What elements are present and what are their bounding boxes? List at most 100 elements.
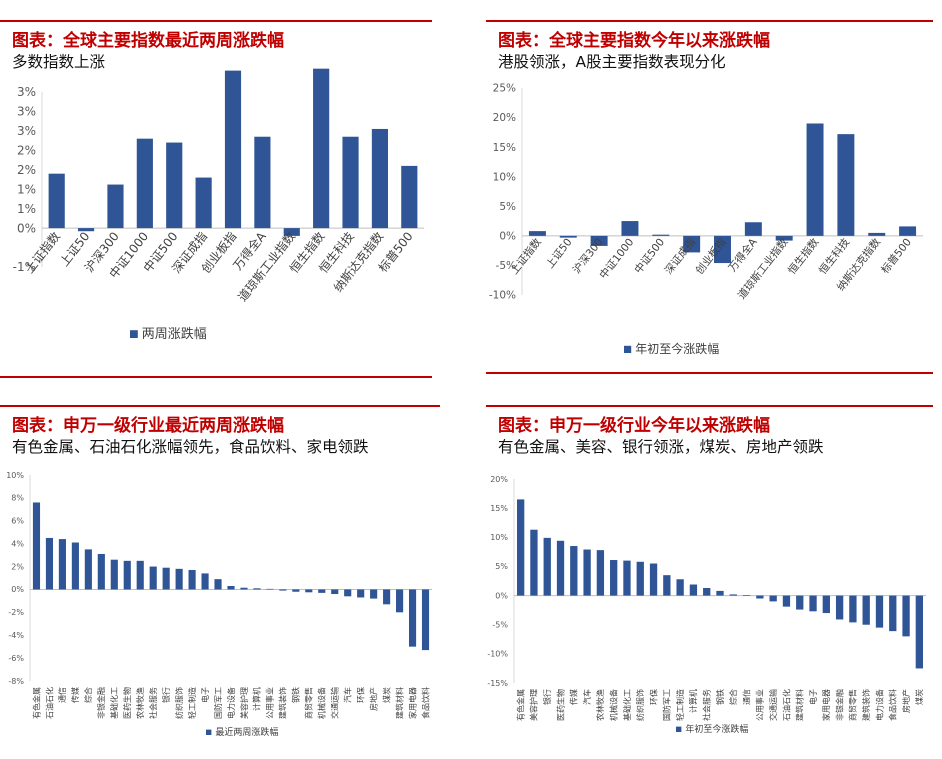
legend-swatch [624, 345, 632, 353]
bar [421, 589, 430, 651]
bar [775, 235, 793, 241]
category-label: 机械设备 [317, 687, 327, 719]
bar [683, 235, 701, 253]
panel-industry-ytd: 图表：申万一级行业今年以来涨跌幅 有色金属、美容、银行领涨，煤炭、房地产领跌 -… [486, 405, 933, 759]
bar [796, 595, 804, 610]
category-label: 恒生指数 [785, 235, 821, 276]
y-tick-label: 3% [17, 105, 36, 119]
bar [214, 579, 222, 590]
category-label: 建筑装饰 [278, 687, 288, 719]
bar [107, 184, 124, 229]
bar [97, 553, 105, 590]
category-label: 标普500 [878, 236, 914, 276]
y-tick-label: 6% [11, 517, 24, 526]
category-label: 电力设备 [874, 689, 884, 721]
category-label: 传媒 [569, 689, 579, 705]
y-tick-label: 1% [17, 182, 36, 196]
category-label: 银行 [161, 687, 171, 703]
bar [342, 136, 359, 229]
y-tick-label: 3% [17, 124, 36, 138]
bar [769, 595, 777, 602]
y-tick-label: -10% [487, 650, 508, 659]
y-tick-label: -1% [13, 260, 36, 274]
bar [756, 595, 764, 599]
bar [401, 165, 418, 229]
category-label: 机械设备 [608, 689, 618, 721]
y-tick-label: 4% [11, 539, 24, 548]
category-label: 计算机 [688, 689, 698, 713]
category-label: 家用电器 [821, 689, 831, 721]
bar [32, 502, 41, 590]
y-tick-label: -5% [496, 260, 516, 272]
y-tick-label: 20% [493, 112, 516, 124]
category-label: 电子 [200, 687, 210, 703]
bar [543, 537, 551, 596]
category-label: 有色金属 [515, 689, 525, 721]
category-label: 纺织服饰 [635, 689, 645, 721]
bar [703, 587, 711, 596]
y-tick-label: -6% [8, 654, 24, 663]
bar [889, 595, 897, 632]
bar [875, 595, 884, 628]
bar [166, 142, 183, 229]
y-tick-label: -8% [8, 677, 24, 686]
bar [610, 560, 618, 596]
y-tick-label: 5% [495, 562, 508, 571]
bar [663, 575, 671, 596]
category-label: 建筑材料 [795, 689, 805, 721]
bar [371, 128, 389, 229]
bar [915, 595, 924, 669]
panel-title: 图表：全球主要指数今年以来涨跌幅 [498, 31, 770, 51]
category-label: 综合 [83, 687, 93, 703]
bar [714, 235, 731, 264]
category-label: 非银金融 [834, 689, 844, 721]
bar [649, 563, 658, 596]
y-tick-label: 20% [490, 475, 508, 484]
category-label: 电子 [808, 689, 818, 705]
bar [559, 235, 577, 238]
category-label: 基础化工 [622, 689, 632, 721]
category-label: 计算机 [252, 687, 262, 711]
bar [77, 228, 95, 232]
category-label: 汽车 [582, 689, 592, 705]
y-tick-label: -2% [8, 608, 24, 617]
category-label: 食品饮料 [420, 687, 430, 719]
category-label: 建筑材料 [394, 687, 404, 719]
bar [396, 589, 404, 613]
y-tick-label: 15% [490, 504, 508, 513]
y-tick-label: 3% [17, 85, 36, 99]
y-tick-label: 25% [493, 83, 516, 95]
y-tick-label: -4% [8, 631, 24, 640]
bar [729, 594, 737, 596]
bar [806, 123, 824, 236]
category-label: 商贸零售 [304, 687, 314, 719]
chart-global-ytd: -10%-5%0%5%10%15%20%25%上证指数 上证50沪深300中证10… [489, 83, 923, 356]
bar [868, 232, 886, 236]
category-label: 医药生物 [122, 687, 132, 719]
bar [621, 221, 639, 236]
bar [570, 546, 578, 596]
bar [742, 594, 751, 596]
bar [227, 586, 235, 590]
bar [837, 134, 855, 236]
category-label: 房地产 [368, 687, 378, 711]
legend-label: 年初至今涨跌幅 [635, 341, 719, 356]
bar [590, 235, 608, 246]
category-label: 汽车 [343, 687, 353, 703]
bottom-rule [486, 372, 933, 374]
panel-title: 图表：全球主要指数最近两周涨跌幅 [12, 31, 284, 51]
category-label: 银行 [542, 689, 552, 705]
chart-global-two-weeks: -1%0%1%1%2%2%3%3%3%上证指数上证50沪深300中证1000中证… [13, 68, 424, 342]
bar [305, 589, 313, 593]
category-label: 交通运输 [330, 687, 340, 719]
bar [162, 567, 170, 590]
bar [902, 595, 910, 637]
legend-label: 最近两周涨跌幅 [215, 726, 278, 738]
bar [835, 595, 844, 620]
bar [862, 595, 870, 625]
bar [84, 549, 92, 590]
category-label: 传媒 [70, 687, 80, 703]
bar [383, 589, 391, 605]
panel-industry-two-weeks: 图表：申万一级行业最近两周涨跌幅 有色金属、石油石化涨幅领先，食品饮料、家电领跌… [0, 405, 440, 759]
bottom-rule [0, 376, 432, 378]
